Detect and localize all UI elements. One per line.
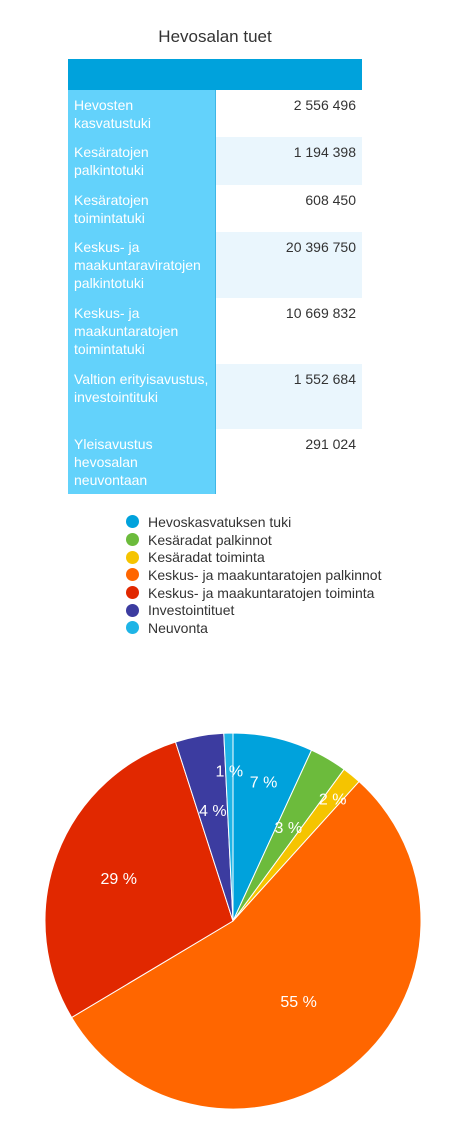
pie-slice bbox=[223, 732, 234, 922]
legend-swatch bbox=[126, 586, 139, 600]
slice-label: 55 % bbox=[280, 994, 316, 1011]
table-row: Keskus- ja maakuntaratojen toimintatuki … bbox=[68, 298, 362, 364]
slice-label: 3 % bbox=[275, 820, 303, 837]
slice-label: 2 % bbox=[319, 792, 347, 809]
pie-chart: 7 % 3 % 2 % 55 % 29 % 4 % 1 % bbox=[44, 732, 422, 1110]
legend-label: Keskus- ja maakuntaratojen toiminta bbox=[148, 584, 375, 601]
legend-swatch bbox=[126, 568, 139, 582]
legend-swatch bbox=[126, 550, 139, 564]
page-title: Hevosalan tuet bbox=[158, 27, 272, 46]
legend-swatch bbox=[126, 515, 139, 529]
pie-slice bbox=[70, 780, 422, 1110]
legend-swatch bbox=[126, 621, 139, 635]
row-value: 1 194 398 bbox=[215, 137, 362, 185]
slice-label: 7 % bbox=[250, 774, 278, 791]
row-value: 608 450 bbox=[215, 185, 362, 232]
legend-entry: Keskus- ja maakuntaratojen toiminta bbox=[126, 584, 381, 602]
row-value: 10 669 832 bbox=[215, 298, 362, 364]
row-label: Yleisavustus hevosalan neuvontaan bbox=[68, 429, 216, 494]
row-label: Valtion erityisavustus, investointituki bbox=[68, 364, 216, 429]
legend-swatch bbox=[126, 533, 139, 547]
legend-label: Neuvonta bbox=[148, 619, 208, 636]
table-header bbox=[68, 59, 362, 90]
row-value: 20 396 750 bbox=[215, 232, 362, 298]
row-value: 1 552 684 bbox=[215, 364, 362, 429]
legend-entry: Neuvonta bbox=[126, 619, 381, 637]
table-row: Keskus- ja maakuntaraviratojen palkintot… bbox=[68, 232, 362, 298]
legend-label: Keskus- ja maakuntaratojen palkinnot bbox=[148, 566, 382, 583]
legend-entry: Hevoskasvatuksen tuki bbox=[126, 513, 381, 531]
table-row: Hevosten kasvatustuki 2 556 496 bbox=[68, 90, 362, 137]
table-row: Yleisavustus hevosalan neuvontaan 291 02… bbox=[68, 429, 362, 494]
legend-entry: Kesäradat palkinnot bbox=[126, 531, 381, 549]
slice-label: 29 % bbox=[100, 871, 136, 888]
slice-label: 1 % bbox=[216, 764, 244, 781]
row-value: 291 024 bbox=[215, 429, 362, 494]
legend-entry: Investointituet bbox=[126, 601, 381, 619]
slice-label: 4 % bbox=[199, 803, 227, 820]
chart-legend: Hevoskasvatuksen tuki Kesäradat palkinnot… bbox=[126, 513, 381, 637]
row-label: Hevosten kasvatustuki bbox=[68, 90, 216, 137]
table-row: Valtion erityisavustus, investointituki … bbox=[68, 364, 362, 429]
row-label: Kesäratojen palkintotuki bbox=[68, 137, 216, 185]
table-row: Kesäratojen palkintotuki 1 194 398 bbox=[68, 137, 362, 185]
table-row: Kesäratojen toimintatuki 608 450 bbox=[68, 185, 362, 232]
row-label: Keskus- ja maakuntaraviratojen palkintot… bbox=[68, 232, 216, 298]
support-table: Hevosten kasvatustuki 2 556 496 Kesärato… bbox=[68, 59, 362, 494]
pie-slice bbox=[44, 741, 234, 1019]
legend-label: Kesäradat palkinnot bbox=[148, 531, 272, 548]
row-label: Kesäratojen toimintatuki bbox=[68, 185, 216, 232]
legend-entry: Kesäradat toiminta bbox=[126, 548, 381, 566]
legend-label: Hevoskasvatuksen tuki bbox=[148, 513, 292, 530]
legend-label: Investointituet bbox=[148, 602, 235, 619]
row-label: Keskus- ja maakuntaratojen toimintatuki bbox=[68, 298, 216, 364]
legend-entry: Keskus- ja maakuntaratojen palkinnot bbox=[126, 566, 381, 584]
legend-swatch bbox=[126, 603, 139, 617]
row-value: 2 556 496 bbox=[215, 90, 362, 137]
legend-label: Kesäradat toiminta bbox=[148, 549, 265, 566]
